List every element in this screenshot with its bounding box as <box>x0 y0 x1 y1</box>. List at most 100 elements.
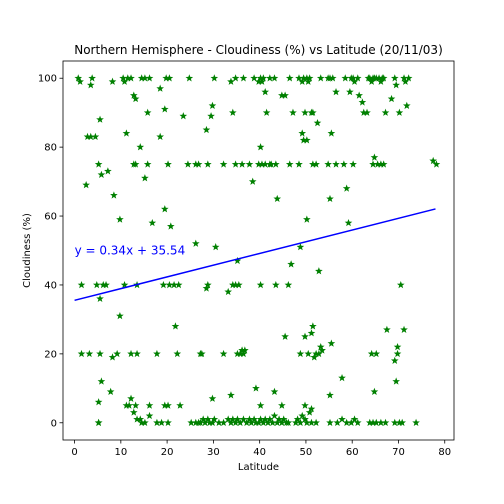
data-point <box>307 418 316 427</box>
data-point <box>143 160 152 168</box>
data-point <box>372 349 381 358</box>
data-point <box>332 88 340 96</box>
data-point <box>141 418 149 427</box>
data-point <box>301 415 309 423</box>
data-point <box>275 415 283 423</box>
data-point <box>219 349 228 358</box>
data-point <box>238 160 246 168</box>
data-point <box>392 81 400 89</box>
data-point <box>236 349 245 358</box>
data-point <box>370 387 379 395</box>
data-point <box>303 136 311 144</box>
data-point <box>365 74 374 82</box>
data-point <box>247 418 256 427</box>
data-point <box>119 74 127 82</box>
data-point <box>353 74 362 82</box>
y-axis-ticks: 0 20 40 60 80 100 <box>38 74 63 429</box>
data-point <box>377 77 385 85</box>
data-point <box>123 74 132 82</box>
data-point <box>120 77 129 85</box>
data-point <box>164 418 172 427</box>
data-point <box>256 143 265 151</box>
x-tick-label: 0 <box>71 447 77 458</box>
data-point <box>369 418 377 427</box>
data-point <box>367 77 376 85</box>
data-point <box>272 160 280 168</box>
data-point <box>261 160 270 168</box>
data-point <box>145 74 154 82</box>
data-point <box>160 401 169 409</box>
data-point <box>298 411 307 420</box>
data-point <box>219 160 228 168</box>
data-point <box>116 311 124 320</box>
data-point <box>400 74 408 82</box>
y-tick-label: 20 <box>44 349 57 360</box>
data-point <box>383 325 391 333</box>
data-point <box>127 74 135 82</box>
data-point <box>273 194 282 203</box>
data-point <box>367 349 376 358</box>
x-tick-label: 10 <box>114 447 127 458</box>
data-point <box>304 349 313 358</box>
data-point <box>327 339 336 347</box>
data-point <box>304 77 313 85</box>
data-point <box>245 160 254 168</box>
data-point <box>96 115 104 123</box>
data-point <box>199 415 208 423</box>
data-point <box>393 349 402 358</box>
data-point <box>387 94 396 103</box>
data-point <box>358 98 367 106</box>
data-point <box>236 418 245 427</box>
data-point <box>299 74 308 82</box>
data-point <box>145 411 154 420</box>
data-point <box>316 74 325 82</box>
data-point <box>82 181 90 189</box>
data-point <box>159 280 168 289</box>
x-tick-label: 80 <box>438 447 451 458</box>
data-point <box>309 160 317 168</box>
data-point <box>256 401 265 409</box>
data-point <box>315 349 323 358</box>
data-point <box>162 74 170 82</box>
x-tick-label: 20 <box>161 447 174 458</box>
data-point <box>91 132 100 141</box>
data-point <box>170 280 178 289</box>
data-point <box>326 391 334 399</box>
data-point <box>99 280 108 289</box>
y-tick-label: 40 <box>44 280 57 291</box>
data-point <box>261 88 270 96</box>
data-point <box>219 418 228 427</box>
data-point <box>145 401 154 409</box>
data-point <box>298 129 307 137</box>
data-point <box>148 218 157 227</box>
data-point <box>259 418 268 427</box>
data-point <box>296 418 305 427</box>
data-point <box>192 239 200 247</box>
data-point <box>164 401 172 409</box>
data-point <box>264 418 272 427</box>
data-point <box>229 108 237 116</box>
data-point <box>340 160 348 168</box>
data-point <box>76 77 84 85</box>
data-point <box>375 74 383 82</box>
data-point <box>287 260 295 268</box>
data-point <box>94 398 103 406</box>
data-point <box>185 74 194 82</box>
data-point <box>270 387 279 395</box>
data-point <box>215 418 223 427</box>
data-point <box>298 77 307 85</box>
data-point <box>131 94 140 103</box>
x-tick-label: 70 <box>392 447 405 458</box>
data-point <box>250 74 258 82</box>
data-point <box>289 108 297 116</box>
x-tick-label: 50 <box>300 447 313 458</box>
regression-line <box>74 208 436 302</box>
data-point <box>267 160 276 168</box>
data-point <box>153 349 161 358</box>
data-point <box>173 349 182 358</box>
data-point <box>333 418 342 427</box>
data-point <box>208 101 217 110</box>
data-point <box>252 384 260 392</box>
data-point <box>377 418 385 427</box>
data-point <box>285 160 294 168</box>
